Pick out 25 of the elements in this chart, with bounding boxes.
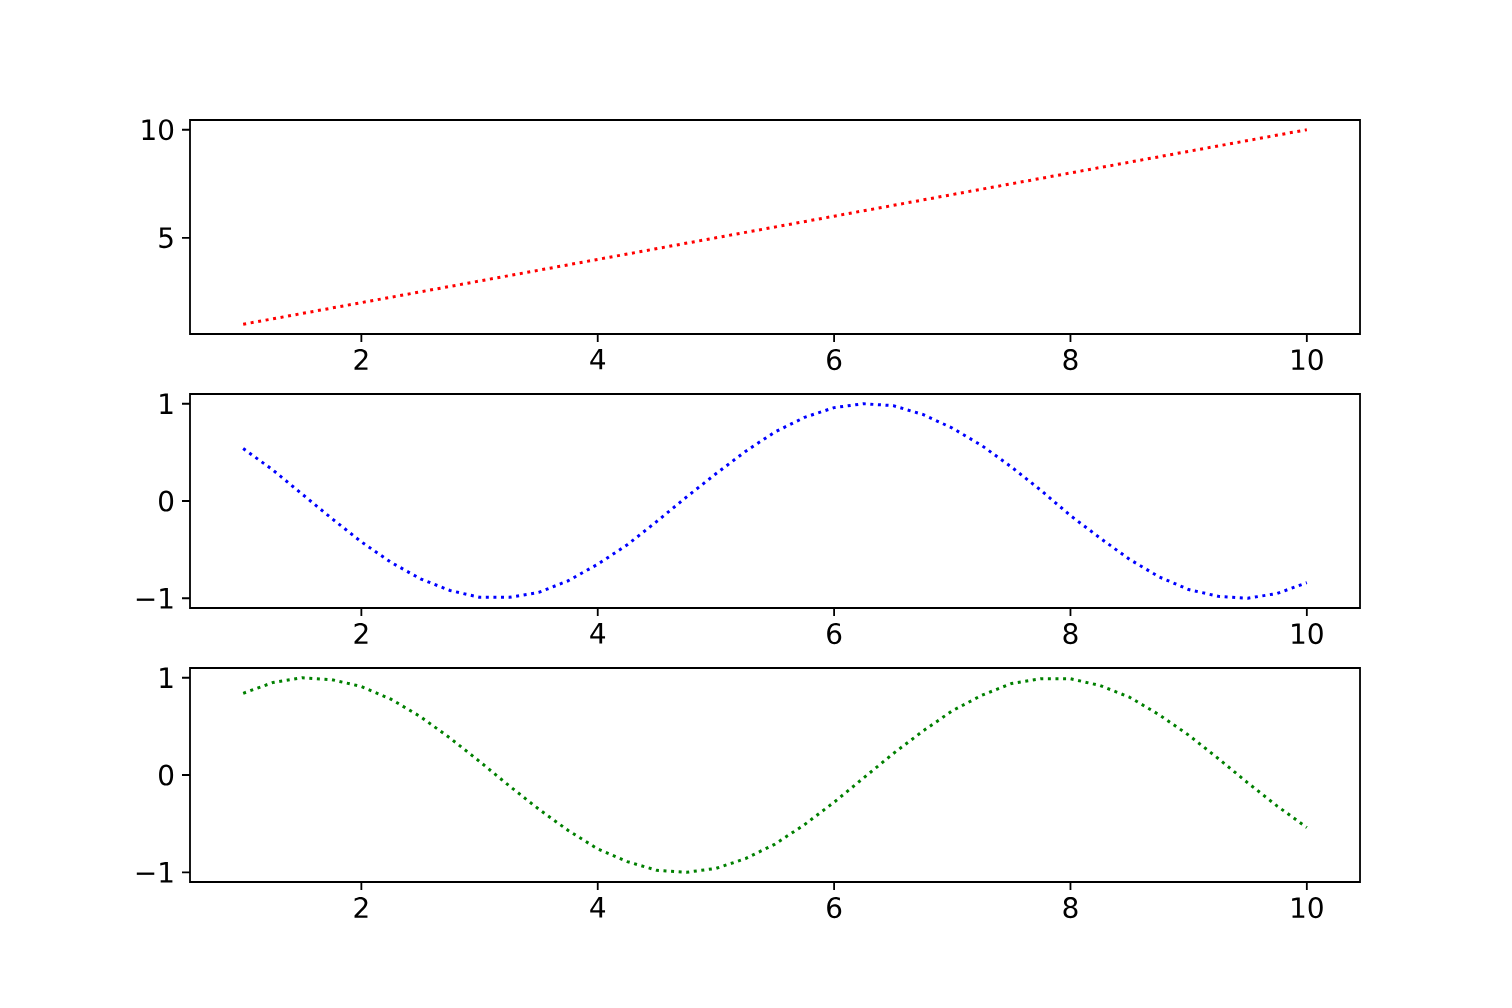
x-tick-label: 2: [354, 623, 368, 644]
y-tick-label: −1: [136, 862, 173, 883]
x-tick-label: 2: [354, 349, 368, 370]
x-tick-label: 2: [354, 897, 368, 918]
x-tick-label: 4: [590, 349, 606, 370]
y-tick-label: 1: [160, 393, 173, 414]
x-tick-label: 4: [590, 623, 606, 644]
y-tick-label: 0: [159, 764, 174, 786]
y-tick-label: 10: [142, 119, 174, 141]
line-series: [241, 128, 1309, 326]
y-tick-label: 5: [159, 227, 173, 249]
y-tick-label: −1: [136, 588, 173, 609]
x-tick-label: 6: [827, 349, 842, 371]
y-tick-label: 1: [160, 667, 173, 688]
line-series: [241, 676, 1309, 874]
x-tick-label: 8: [1063, 897, 1078, 919]
y-tick-label: 0: [159, 490, 174, 512]
x-tick-label: 10: [1292, 349, 1323, 371]
x-tick-label: 8: [1063, 349, 1078, 371]
x-tick-label: 8: [1063, 623, 1078, 645]
x-tick-label: 10: [1292, 623, 1323, 645]
x-tick-label: 6: [827, 623, 842, 645]
x-tick-label: 6: [827, 897, 842, 919]
x-tick-label: 10: [1292, 897, 1323, 919]
x-tick-label: 4: [590, 897, 606, 918]
